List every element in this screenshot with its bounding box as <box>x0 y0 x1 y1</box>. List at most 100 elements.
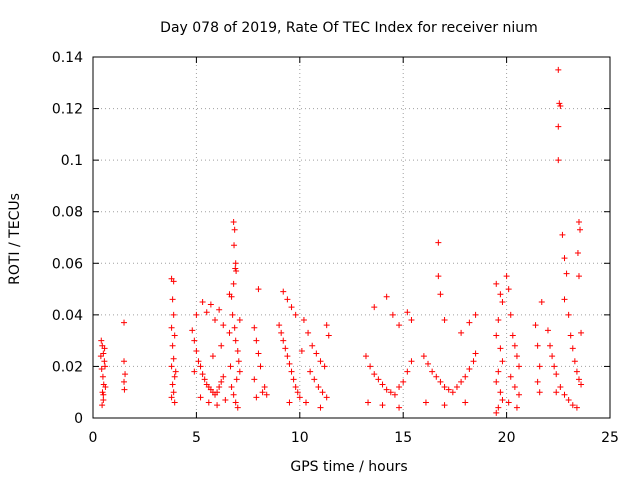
data-point-marker <box>556 100 563 107</box>
data-point-marker <box>561 255 568 262</box>
data-point-marker <box>232 265 239 272</box>
data-point-marker <box>227 363 234 370</box>
data-point-marker <box>569 402 576 409</box>
data-point-marker <box>321 363 328 370</box>
data-point-marker <box>536 389 543 396</box>
data-point-marker <box>191 368 198 375</box>
data-point-marker <box>170 278 177 285</box>
x-tick-label: 5 <box>192 430 201 446</box>
data-point-marker <box>505 286 512 293</box>
data-point-marker <box>495 404 502 411</box>
data-point-marker <box>278 329 285 336</box>
data-point-marker <box>305 329 312 336</box>
data-point-marker <box>497 291 504 298</box>
data-point-marker <box>470 358 477 365</box>
data-point-marker <box>575 219 582 226</box>
y-tick-label: 0 <box>74 411 83 427</box>
data-point-marker <box>516 391 523 398</box>
data-point-marker <box>396 322 403 329</box>
data-point-marker <box>573 368 580 375</box>
data-point-marker <box>433 373 440 380</box>
data-point-marker <box>121 386 128 393</box>
data-point-marker <box>280 337 287 344</box>
data-point-marker <box>569 345 576 352</box>
data-point-marker <box>307 368 314 375</box>
data-point-marker <box>404 368 411 375</box>
data-point-marker <box>507 373 514 380</box>
data-point-marker <box>98 366 105 373</box>
data-point-marker <box>547 342 554 349</box>
data-point-marker <box>573 404 580 411</box>
data-point-marker <box>121 319 128 326</box>
data-point-marker <box>396 404 403 411</box>
data-point-marker <box>574 249 581 256</box>
data-point-marker <box>553 371 560 378</box>
data-point-marker <box>437 291 444 298</box>
data-point-marker <box>203 309 210 316</box>
data-point-marker <box>228 293 235 300</box>
data-point-marker <box>458 378 465 385</box>
data-point-marker <box>466 319 473 326</box>
data-point-marker <box>534 378 541 385</box>
data-point-marker <box>311 376 318 383</box>
data-point-marker <box>292 384 299 391</box>
data-point-marker <box>420 353 427 360</box>
data-point-marker <box>193 311 200 318</box>
data-point-marker <box>282 345 289 352</box>
data-point-marker <box>209 353 216 360</box>
data-point-marker <box>251 324 258 331</box>
data-point-marker <box>453 384 460 391</box>
data-point-marker <box>532 322 539 329</box>
data-point-marker <box>317 358 324 365</box>
y-tick-label: 0.14 <box>52 50 83 66</box>
data-point-marker <box>557 102 564 109</box>
data-point-marker <box>462 399 469 406</box>
data-point-marker <box>230 219 237 226</box>
data-point-marker <box>317 404 324 411</box>
data-point-marker <box>255 286 262 293</box>
data-point-marker <box>191 337 198 344</box>
x-tick-label: 10 <box>291 430 309 446</box>
data-point-marker <box>375 376 382 383</box>
data-point-marker <box>231 324 238 331</box>
data-point-marker <box>300 317 307 324</box>
data-point-marker <box>575 376 582 383</box>
data-point-marker <box>536 363 543 370</box>
x-tick-label: 20 <box>498 430 516 446</box>
data-point-marker <box>513 404 520 411</box>
data-point-marker <box>231 226 238 233</box>
data-point-marker <box>207 301 214 308</box>
data-point-marker <box>197 363 204 370</box>
data-point-marker <box>315 384 322 391</box>
axes <box>92 56 611 419</box>
data-point-marker <box>214 389 221 396</box>
data-point-marker <box>565 396 572 403</box>
data-point-marker <box>561 391 568 398</box>
data-point-marker <box>472 350 479 357</box>
data-point-marker <box>214 402 221 409</box>
data-point-marker <box>229 311 236 318</box>
x-tick-label: 15 <box>394 430 412 446</box>
data-point-marker <box>98 337 105 344</box>
x-axis-label: GPS time / hours <box>290 459 407 475</box>
data-point-marker <box>231 242 238 249</box>
data-point-marker <box>232 260 239 267</box>
data-point-marker <box>193 347 200 354</box>
data-point-marker <box>441 317 448 324</box>
data-point-marker <box>387 389 394 396</box>
data-point-marker <box>121 358 128 365</box>
data-point-marker <box>371 304 378 311</box>
data-point-marker <box>313 350 320 357</box>
data-point-marker <box>288 368 295 375</box>
data-point-marker <box>575 273 582 280</box>
data-point-marker <box>253 394 260 401</box>
data-point-marker <box>171 399 178 406</box>
plot-frame <box>92 56 611 419</box>
data-point-marker <box>565 311 572 318</box>
data-point-marker <box>365 399 372 406</box>
data-point-marker <box>513 353 520 360</box>
y-tick-label: 0.1 <box>61 153 83 169</box>
data-point-marker <box>466 366 473 373</box>
data-point-marker <box>100 396 107 403</box>
